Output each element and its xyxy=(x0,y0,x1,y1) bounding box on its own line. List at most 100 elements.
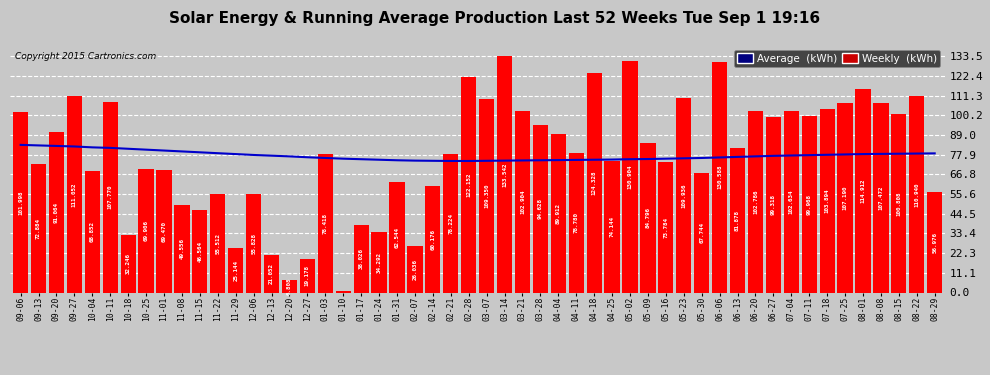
Text: 89.912: 89.912 xyxy=(555,202,560,223)
Bar xyxy=(568,153,584,292)
Bar xyxy=(318,154,333,292)
Text: 21.052: 21.052 xyxy=(269,263,274,284)
Bar xyxy=(784,111,799,292)
Text: 67.744: 67.744 xyxy=(699,222,704,243)
Bar xyxy=(658,162,673,292)
Text: 133.542: 133.542 xyxy=(502,162,507,187)
Bar xyxy=(891,114,907,292)
Bar xyxy=(407,246,423,292)
Text: 69.470: 69.470 xyxy=(161,220,166,242)
Bar xyxy=(192,210,208,292)
Bar xyxy=(49,132,64,292)
Bar xyxy=(228,248,244,292)
Bar xyxy=(66,96,82,292)
Bar xyxy=(300,259,315,292)
Text: 19.178: 19.178 xyxy=(305,265,310,286)
Bar xyxy=(479,99,494,292)
Text: 81.878: 81.878 xyxy=(735,210,741,231)
Text: 78.418: 78.418 xyxy=(323,213,328,234)
Bar xyxy=(927,192,942,292)
Text: 69.906: 69.906 xyxy=(144,220,148,241)
Bar xyxy=(730,148,745,292)
Bar xyxy=(371,232,387,292)
Bar xyxy=(13,112,29,292)
Text: 107.190: 107.190 xyxy=(842,186,847,210)
Bar xyxy=(802,116,817,292)
Text: 130.588: 130.588 xyxy=(717,165,722,189)
Text: 94.628: 94.628 xyxy=(538,198,543,219)
Text: 124.328: 124.328 xyxy=(592,170,597,195)
Bar xyxy=(497,56,512,292)
Bar xyxy=(247,194,261,292)
Text: 102.786: 102.786 xyxy=(753,189,758,214)
Bar xyxy=(694,173,709,292)
Bar xyxy=(353,225,369,292)
Text: 111.052: 111.052 xyxy=(72,182,77,207)
Bar xyxy=(264,255,279,292)
Text: 34.292: 34.292 xyxy=(376,252,381,273)
Bar xyxy=(641,142,655,292)
Text: 84.796: 84.796 xyxy=(645,207,650,228)
Bar xyxy=(873,102,889,292)
Bar xyxy=(139,169,153,292)
Text: 46.564: 46.564 xyxy=(197,241,202,262)
Text: 109.350: 109.350 xyxy=(484,184,489,208)
Bar xyxy=(121,236,136,292)
Text: 72.884: 72.884 xyxy=(36,217,41,238)
Bar xyxy=(389,182,405,292)
Bar xyxy=(533,125,548,292)
Bar xyxy=(174,205,189,292)
Text: 25.144: 25.144 xyxy=(234,260,239,281)
Bar xyxy=(855,89,870,292)
Text: 56.976: 56.976 xyxy=(933,232,938,253)
Bar xyxy=(444,154,458,292)
Bar xyxy=(586,73,602,292)
Text: 78.780: 78.780 xyxy=(574,212,579,233)
Text: 55.828: 55.828 xyxy=(251,232,256,254)
Bar xyxy=(550,134,566,292)
Text: 32.246: 32.246 xyxy=(126,254,131,274)
Bar xyxy=(623,61,638,292)
Text: 110.940: 110.940 xyxy=(915,182,920,207)
Bar xyxy=(909,96,925,292)
Bar xyxy=(515,111,530,292)
Bar xyxy=(156,170,171,292)
Text: 78.224: 78.224 xyxy=(448,213,453,234)
Text: 103.894: 103.894 xyxy=(825,188,830,213)
Text: 101.998: 101.998 xyxy=(18,190,23,214)
Text: Copyright 2015 Cartronics.com: Copyright 2015 Cartronics.com xyxy=(15,53,155,62)
Bar xyxy=(605,161,620,292)
Bar xyxy=(103,102,118,292)
Text: 107.472: 107.472 xyxy=(878,185,883,210)
Text: 109.936: 109.936 xyxy=(681,183,686,208)
Text: 122.152: 122.152 xyxy=(466,172,471,197)
Bar xyxy=(336,291,350,292)
Text: 49.556: 49.556 xyxy=(179,238,184,259)
Bar xyxy=(747,111,763,292)
Text: 26.036: 26.036 xyxy=(413,259,418,280)
Text: 99.318: 99.318 xyxy=(771,194,776,215)
Text: 130.904: 130.904 xyxy=(628,165,633,189)
Bar xyxy=(85,171,100,292)
Text: 62.544: 62.544 xyxy=(395,227,400,248)
Bar xyxy=(282,280,297,292)
Text: 55.512: 55.512 xyxy=(215,233,221,254)
Legend: Average  (kWh), Weekly  (kWh): Average (kWh), Weekly (kWh) xyxy=(734,50,940,67)
Text: 107.770: 107.770 xyxy=(108,185,113,210)
Bar xyxy=(426,186,441,292)
Text: 38.026: 38.026 xyxy=(358,248,363,269)
Text: 60.176: 60.176 xyxy=(431,229,436,250)
Text: 6.808: 6.808 xyxy=(287,278,292,295)
Text: 73.784: 73.784 xyxy=(663,217,668,238)
Text: Solar Energy & Running Average Production Last 52 Weeks Tue Sep 1 19:16: Solar Energy & Running Average Productio… xyxy=(169,11,821,26)
Bar xyxy=(461,76,476,292)
Bar xyxy=(712,62,728,292)
Text: 102.634: 102.634 xyxy=(789,189,794,214)
Bar xyxy=(31,164,47,292)
Text: 99.968: 99.968 xyxy=(807,194,812,214)
Bar xyxy=(838,103,852,292)
Text: 100.808: 100.808 xyxy=(896,191,901,216)
Text: 74.144: 74.144 xyxy=(610,216,615,237)
Text: 91.064: 91.064 xyxy=(54,201,59,222)
Text: 68.852: 68.852 xyxy=(90,221,95,242)
